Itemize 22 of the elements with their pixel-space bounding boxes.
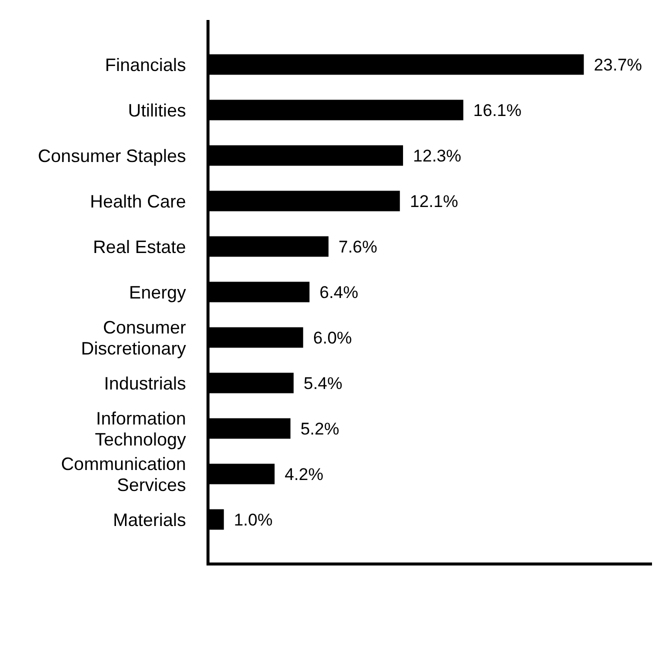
data-label: 6.0%: [313, 328, 352, 348]
data-label: 23.7%: [594, 55, 642, 74]
data-label: 4.2%: [284, 464, 324, 484]
data-label: 12.3%: [413, 146, 462, 166]
y-tick-label: Energy: [128, 282, 186, 302]
data-label: 7.6%: [338, 237, 378, 256]
y-tick-label: Health Care: [90, 191, 186, 212]
y-tick-label: Consumer Staples: [38, 146, 186, 166]
y-tick-label: Utilities: [128, 100, 186, 120]
data-label: 5.4%: [304, 374, 342, 393]
data-label: 16.1%: [473, 100, 522, 120]
data-label: 5.2%: [300, 419, 340, 438]
y-tick-label: Communication Services: [60, 454, 186, 495]
y-tick-label: Information Technology: [94, 408, 186, 450]
data-label: 1.0%: [234, 510, 273, 530]
y-tick-label: Consumer Discretionary: [80, 317, 186, 358]
y-tick-label: Real Estate: [92, 236, 186, 257]
y-tick-label: Industrials: [104, 373, 186, 394]
data-label: 6.4%: [319, 282, 358, 302]
y-tick-label: Materials: [112, 510, 186, 530]
y-tick-label: Financials: [104, 54, 186, 75]
data-label: 12.1%: [410, 192, 458, 211]
